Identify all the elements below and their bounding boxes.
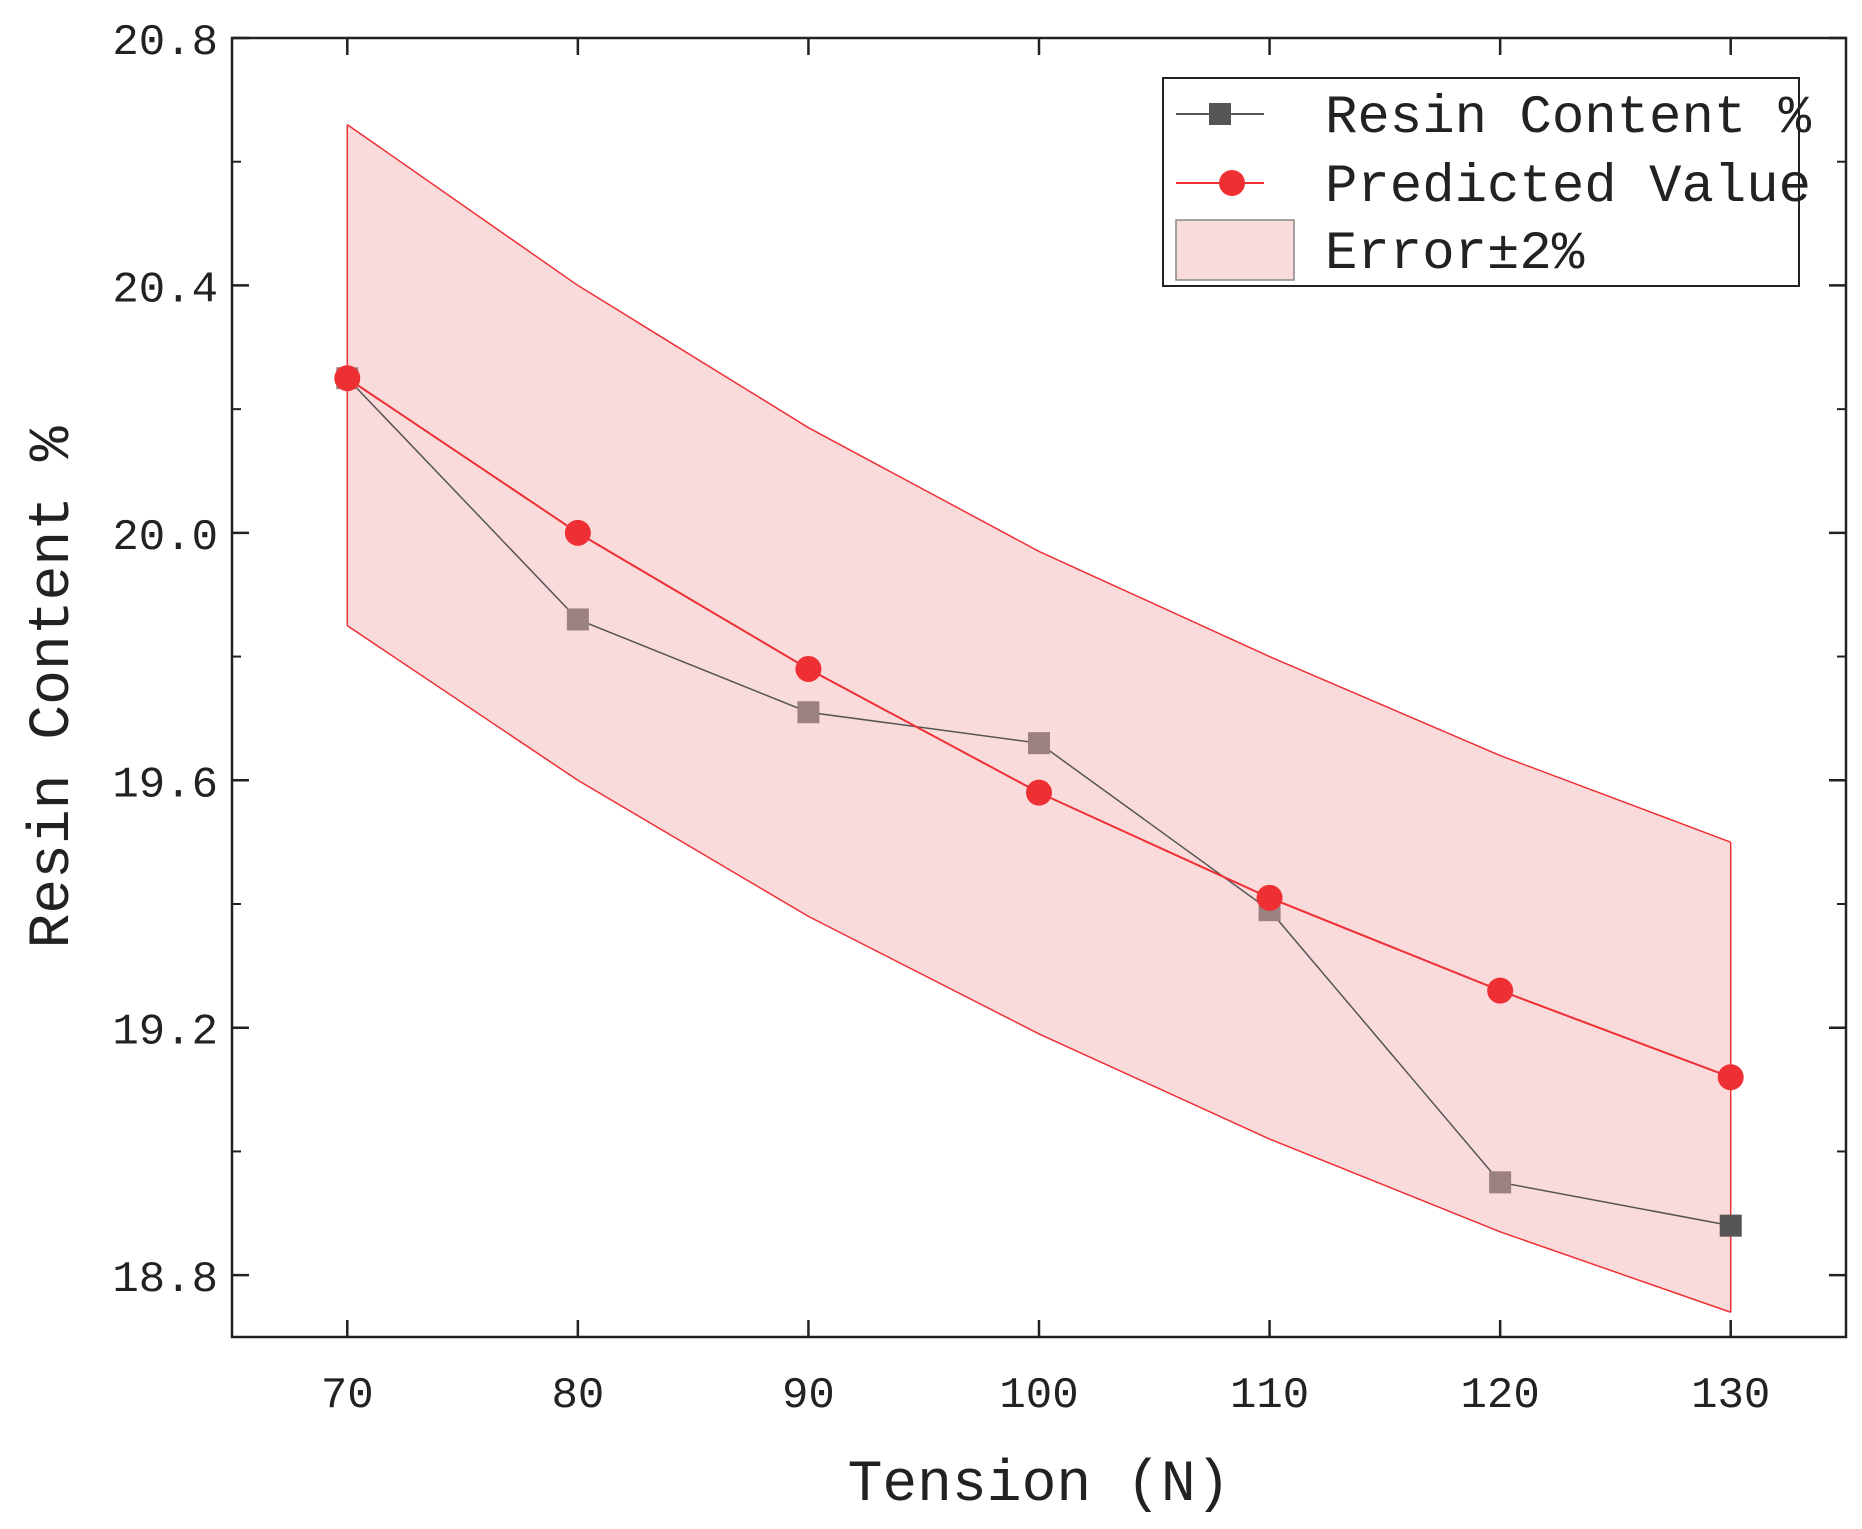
x-tick-label: 110 bbox=[1230, 1371, 1309, 1421]
y-tick-label: 18.8 bbox=[112, 1255, 218, 1305]
y-axis-title: Resin Content % bbox=[21, 426, 86, 948]
y-tick-label: 19.2 bbox=[112, 1008, 218, 1058]
legend-label-resin: Resin Content % bbox=[1325, 88, 1812, 149]
predicted-value-point bbox=[1717, 1064, 1744, 1091]
error-band-lower-edge bbox=[346, 625, 1731, 1313]
y-tick-label: 19.6 bbox=[112, 760, 218, 810]
legend-label-predicted: Predicted Value bbox=[1325, 157, 1811, 218]
legend-label-error: Error±2% bbox=[1325, 224, 1585, 285]
legend-item-resin: Resin Content % bbox=[1176, 88, 1812, 149]
legend-item-error: Error±2% bbox=[1175, 219, 1585, 285]
error-band-fill bbox=[347, 124, 1731, 1313]
y-tick-label: 20.8 bbox=[112, 18, 218, 68]
y-tick-label: 20.0 bbox=[112, 513, 218, 563]
predicted-value-point bbox=[564, 519, 591, 546]
x-tick-label: 70 bbox=[321, 1371, 374, 1421]
x-tick-label: 130 bbox=[1691, 1371, 1770, 1421]
resin-content-point bbox=[566, 608, 589, 631]
x-axis-title: Tension (N) bbox=[848, 1453, 1231, 1518]
x-tick-label: 120 bbox=[1461, 1371, 1540, 1421]
predicted-value-point bbox=[1487, 977, 1514, 1004]
resin-content-point bbox=[797, 701, 820, 724]
legend-swatch-error bbox=[1175, 219, 1295, 281]
error-band-upper-edge bbox=[346, 123, 1731, 843]
legend-marker-predicted bbox=[1219, 170, 1245, 196]
predicted-value-point bbox=[334, 365, 361, 392]
x-tick-label: 100 bbox=[999, 1371, 1078, 1421]
legend-item-predicted: Predicted Value bbox=[1176, 157, 1811, 218]
legend-marker-resin bbox=[1209, 103, 1231, 125]
tick-labels: 70 80 90 100 110 120 130 18.8 19.2 19.6 20.0 20.4 20… bbox=[112, 18, 1770, 1421]
resin-content-point bbox=[1489, 1171, 1512, 1194]
x-tick-label: 80 bbox=[551, 1371, 604, 1421]
predicted-value-point bbox=[1026, 779, 1052, 806]
resin-content-point bbox=[1028, 732, 1050, 755]
x-tick-label: 90 bbox=[782, 1371, 835, 1421]
resin-content-point bbox=[1719, 1214, 1742, 1237]
predicted-value-point bbox=[1256, 884, 1283, 911]
predicted-value-point bbox=[795, 655, 822, 682]
legend: Resin Content % Predicted Value Error±2% bbox=[1162, 77, 1812, 287]
axis-ticks bbox=[232, 36, 1846, 1337]
series-layer bbox=[334, 365, 1744, 1237]
error-band bbox=[346, 123, 1732, 1313]
y-tick-label: 20.4 bbox=[112, 265, 218, 315]
